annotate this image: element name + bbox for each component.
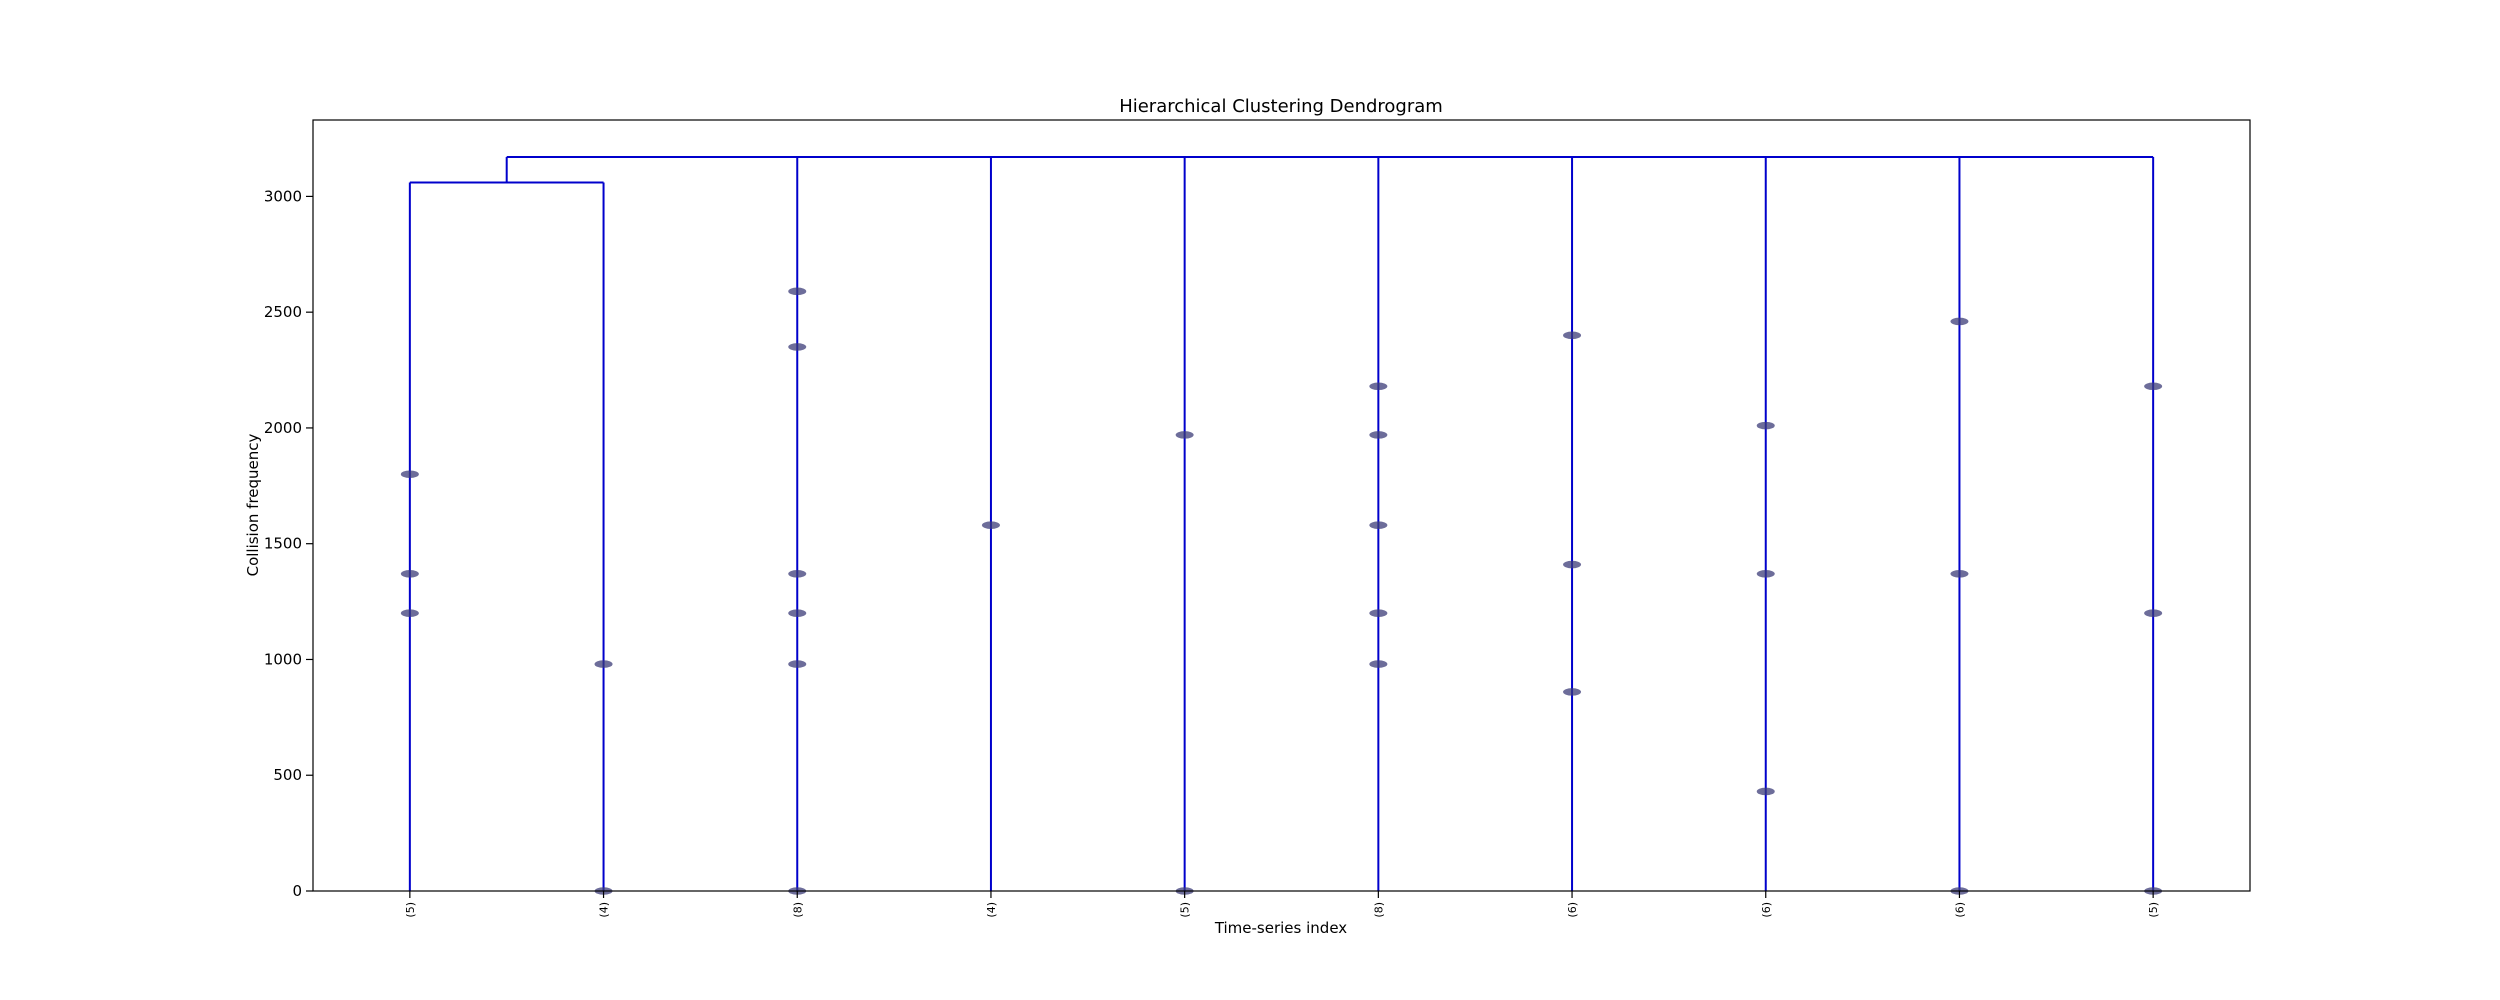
marker-leaf-9-0 bbox=[2144, 382, 2163, 391]
marker-leaf-2-1 bbox=[788, 343, 807, 351]
marker-leaf-0-2 bbox=[400, 609, 419, 617]
y-tick-label-2500: 2500 bbox=[264, 303, 302, 321]
leaf-markers bbox=[400, 287, 2163, 895]
marker-leaf-2-3 bbox=[788, 609, 807, 617]
marker-leaf-2-4 bbox=[788, 660, 807, 668]
x-tick-label-1: (4) bbox=[598, 902, 611, 918]
x-tick-label-0: (5) bbox=[404, 902, 417, 918]
x-tick-label-4: (5) bbox=[1179, 902, 1192, 918]
y-tick-label-1000: 1000 bbox=[264, 650, 302, 668]
marker-leaf-8-1 bbox=[1950, 570, 1969, 578]
marker-leaf-6-0 bbox=[1563, 331, 1582, 340]
marker-leaf-7-1 bbox=[1756, 570, 1775, 578]
y-tick-label-0: 0 bbox=[292, 882, 302, 900]
marker-leaf-1-0 bbox=[594, 660, 613, 668]
marker-leaf-7-0 bbox=[1756, 421, 1775, 430]
marker-leaf-3-0 bbox=[981, 521, 1000, 529]
marker-leaf-9-1 bbox=[2144, 609, 2163, 617]
marker-leaf-5-4 bbox=[1369, 660, 1388, 668]
y-tick-label-2000: 2000 bbox=[264, 419, 302, 437]
x-tick-label-7: (6) bbox=[1760, 902, 1773, 918]
y-tick-label-500: 500 bbox=[273, 766, 302, 784]
marker-leaf-2-0 bbox=[788, 287, 807, 296]
marker-leaf-2-2 bbox=[788, 570, 807, 578]
marker-leaf-6-2 bbox=[1563, 688, 1582, 696]
x-tick-label-9: (5) bbox=[2147, 902, 2160, 918]
x-axis-label: Time-series index bbox=[1214, 919, 1347, 937]
y-tick-label-1500: 1500 bbox=[264, 535, 302, 553]
y-tick-label-3000: 3000 bbox=[264, 187, 302, 205]
marker-leaf-4-0 bbox=[1175, 431, 1194, 439]
marker-leaf-8-0 bbox=[1950, 317, 1969, 326]
marker-leaf-5-3 bbox=[1369, 609, 1388, 617]
dendrogram-links bbox=[408, 156, 2155, 891]
marker-leaf-7-2 bbox=[1756, 787, 1775, 796]
marker-leaf-0-0 bbox=[400, 470, 419, 479]
y-axis-label: Collision frequency bbox=[244, 433, 262, 576]
marker-leaf-5-0 bbox=[1369, 382, 1388, 391]
chart-title: Hierarchical Clustering Dendrogram bbox=[1119, 96, 1443, 117]
x-tick-label-6: (6) bbox=[1566, 902, 1579, 918]
marker-leaf-5-2 bbox=[1369, 521, 1388, 529]
marker-leaf-6-1 bbox=[1563, 560, 1582, 569]
marker-leaf-0-1 bbox=[400, 570, 419, 578]
marker-leaf-5-1 bbox=[1369, 431, 1388, 439]
x-tick-label-8: (6) bbox=[1953, 902, 1966, 918]
x-tick-label-2: (8) bbox=[791, 902, 804, 918]
x-tick-label-5: (8) bbox=[1372, 902, 1385, 918]
y-axis: 0 500 1000 1500 2000 2500 3000 bbox=[264, 187, 313, 900]
x-axis: (5) (4) (8) (4) (5) (8) (6) (6) (6) (5) bbox=[404, 891, 2160, 918]
x-tick-label-3: (4) bbox=[985, 902, 998, 918]
plot-area-frame bbox=[312, 119, 2251, 892]
